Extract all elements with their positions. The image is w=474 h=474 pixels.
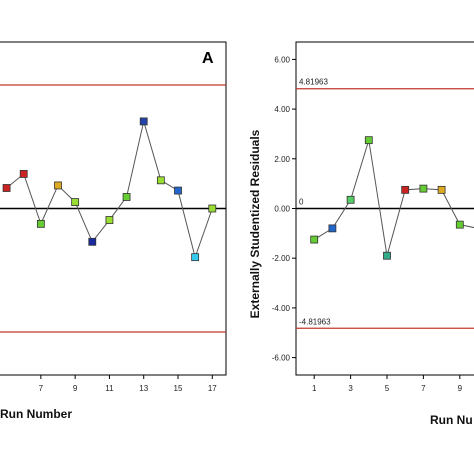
panel-b-x-axis-title: Run Nu [430, 413, 473, 427]
y-tick-label: 2.00 [274, 155, 290, 164]
y-tick-label: 6.00 [274, 55, 290, 64]
lower-limit-label: -4.81963 [299, 317, 331, 326]
panel-a-x-ticks: 7 9 11 13 15 17 [39, 375, 217, 393]
data-point [346, 195, 355, 204]
series-line [313, 140, 474, 256]
x-tick-label: 3 [348, 384, 353, 393]
data-point [105, 216, 114, 224]
data-point [401, 185, 410, 194]
x-tick-label: 9 [73, 384, 78, 393]
data-point [36, 219, 45, 228]
data-point [419, 184, 428, 193]
x-tick-label: 5 [385, 384, 390, 393]
data-point [2, 184, 11, 192]
panel-a-chart: A 7 9 11 13 15 17 Run Number [0, 41, 227, 421]
x-tick-label: 1 [312, 384, 317, 393]
panel-b-x-ticks: 1 3 5 7 9 [312, 375, 463, 393]
x-tick-label: 7 [39, 384, 44, 393]
y-tick-label: 4.00 [274, 105, 290, 114]
data-point [19, 170, 28, 178]
panel-b-chart: 6.00 4.00 2.00 0.00 -2.00 -4.00 -6.00 4.81963 -… [248, 41, 474, 427]
data-point [383, 251, 391, 260]
data-point [156, 176, 165, 185]
upper-limit-label: 4.81963 [299, 78, 328, 87]
panel-b-reference-lines: 4.81963 -4.81963 0 [296, 78, 474, 329]
data-point [455, 220, 464, 229]
data-point [139, 117, 148, 126]
y-tick-label: -4.00 [272, 304, 291, 313]
panel-b-series [310, 136, 474, 260]
data-point [88, 237, 97, 246]
y-tick-label: 0.00 [274, 205, 290, 214]
data-point [71, 198, 80, 206]
data-point [174, 186, 182, 195]
x-tick-label: 7 [421, 384, 426, 393]
x-tick-label: 11 [105, 384, 114, 393]
data-point [310, 235, 319, 244]
panel-b-y-ticks: 6.00 4.00 2.00 0.00 -2.00 -4.00 -6.00 [272, 55, 296, 363]
x-tick-label: 9 [458, 384, 463, 393]
data-point [122, 193, 131, 201]
panel-a-reference-lines [0, 84, 226, 333]
panel-a-series [2, 117, 217, 262]
data-point [364, 136, 373, 145]
panel-b-y-axis-title: Externally Studentized Residuals [248, 129, 262, 318]
panel-a-x-axis-title: Run Number [0, 407, 72, 421]
y-tick-label: -2.00 [272, 254, 291, 263]
x-tick-label: 15 [174, 384, 183, 393]
center-line-label: 0 [299, 198, 304, 207]
y-tick-label: -6.00 [272, 354, 291, 363]
panel-a-letter: A [202, 50, 214, 67]
data-point [437, 185, 446, 194]
data-point [328, 224, 337, 233]
x-tick-label: 17 [208, 384, 217, 393]
data-point [208, 204, 217, 213]
x-tick-label: 13 [139, 384, 148, 393]
data-point [54, 181, 62, 190]
data-point [191, 253, 200, 262]
